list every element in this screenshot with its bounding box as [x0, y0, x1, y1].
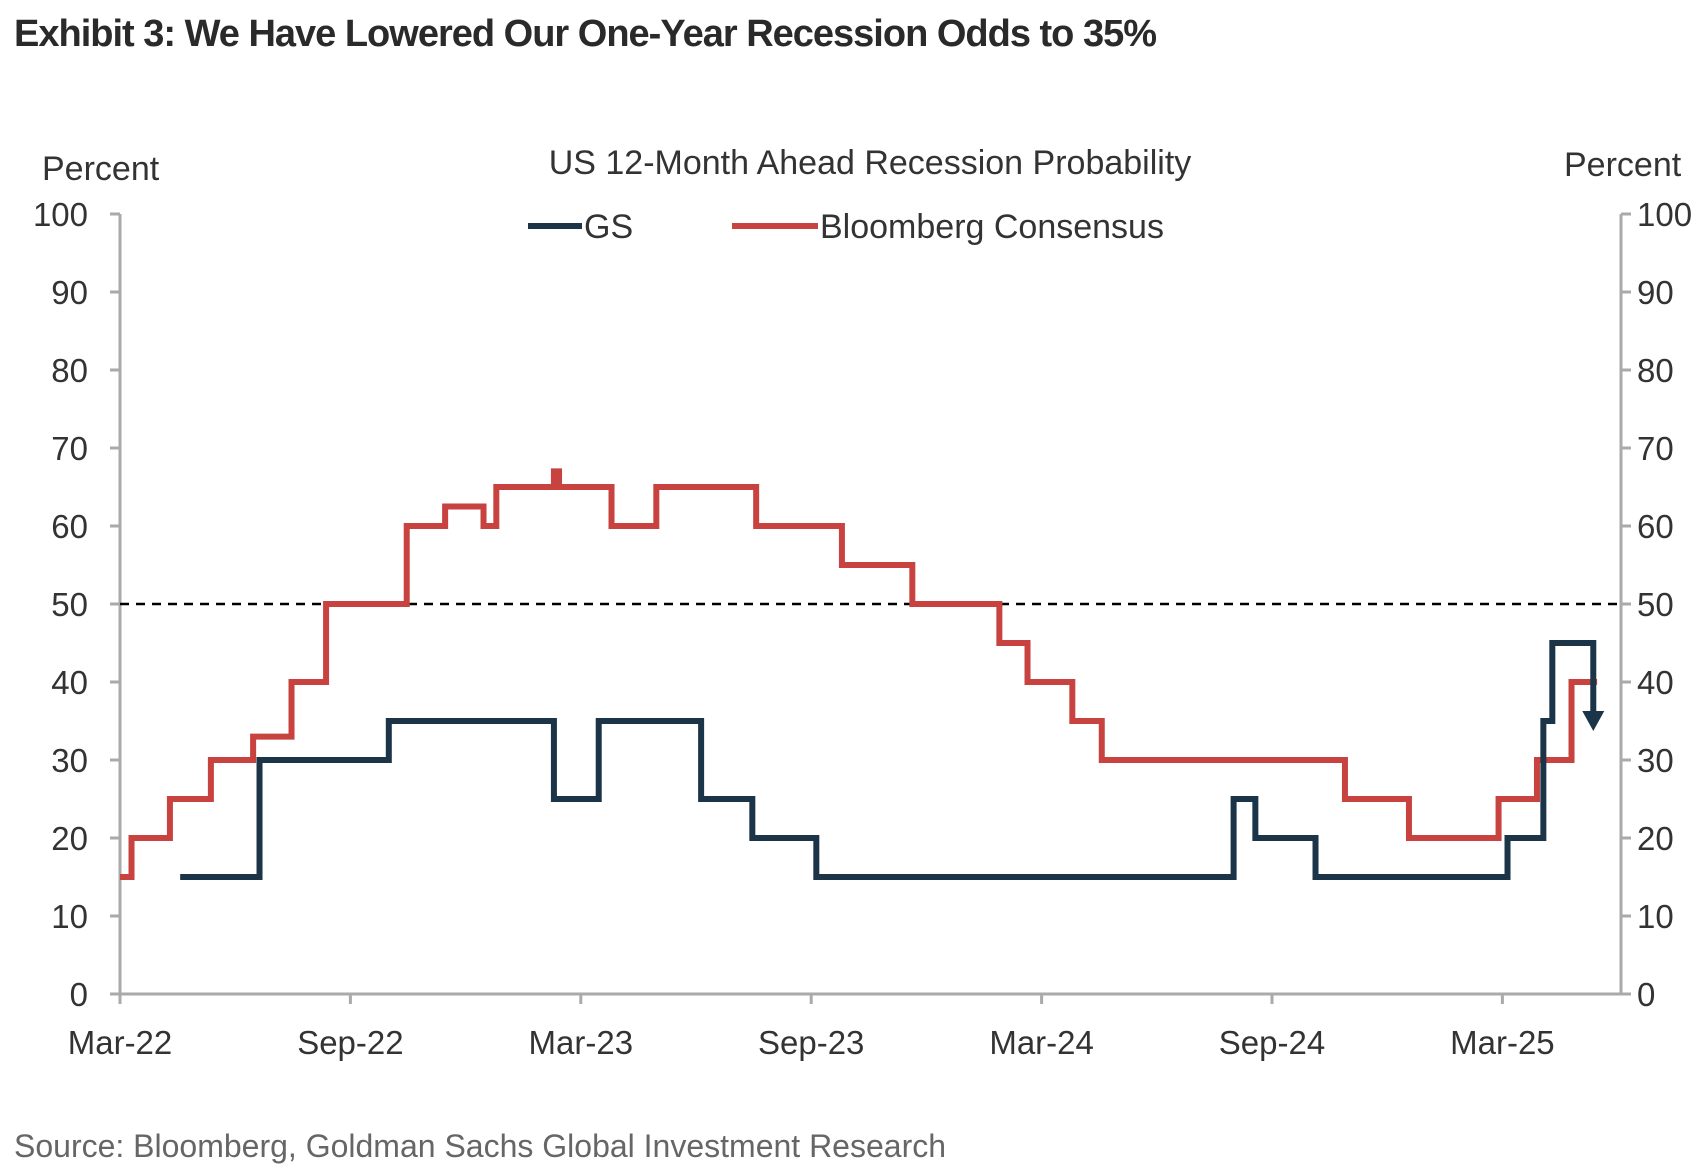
right-tick-label: 30 — [1637, 742, 1674, 779]
right-tick-label: 50 — [1637, 586, 1674, 623]
arrow-down-icon — [1582, 711, 1605, 731]
right-tick-label: 40 — [1637, 664, 1674, 701]
legend-label-gs: GS — [584, 208, 633, 246]
right-tick-label: 80 — [1637, 352, 1674, 389]
left-axis-label: Percent — [42, 150, 160, 188]
series-line-bloomberg-consensus — [120, 468, 1598, 880]
source-note: Source: Bloomberg, Goldman Sachs Global … — [14, 1128, 946, 1164]
exhibit-title: Exhibit 3: We Have Lowered Our One-Year … — [14, 13, 1156, 55]
right-tick-label: 90 — [1637, 274, 1674, 311]
left-tick-label: 30 — [51, 742, 88, 779]
left-tick-label: 70 — [51, 430, 88, 467]
left-tick-label: 10 — [51, 898, 88, 935]
left-tick-label: 50 — [51, 586, 88, 623]
left-tick-label: 40 — [51, 664, 88, 701]
x-tick-label: Sep-22 — [297, 1024, 403, 1061]
right-tick-label: 0 — [1637, 976, 1655, 1013]
left-tick-label: 80 — [51, 352, 88, 389]
left-tick-label: 90 — [51, 274, 88, 311]
left-tick-label: 20 — [51, 820, 88, 857]
right-tick-label: 70 — [1637, 430, 1674, 467]
x-tick-label: Mar-25 — [1450, 1024, 1555, 1061]
legend: GS Bloomberg Consensus — [528, 208, 1164, 246]
x-tick-label: Mar-22 — [68, 1024, 173, 1061]
right-tick-label: 60 — [1637, 508, 1674, 545]
right-tick-label: 20 — [1637, 820, 1674, 857]
x-tick-label: Mar-23 — [529, 1024, 634, 1061]
right-tick-label: 10 — [1637, 898, 1674, 935]
chart-title: US 12-Month Ahead Recession Probability — [549, 144, 1192, 182]
axes: 0 0 10 10 20 20 30 30 40 40 50 50 60 60 70 70 80 80 90 90 10… — [33, 196, 1692, 1061]
series-line-gs — [180, 640, 1597, 880]
legend-label-bloomberg: Bloomberg Consensus — [820, 208, 1164, 246]
x-tick-label: Mar-24 — [989, 1024, 1094, 1061]
x-tick-label: Sep-24 — [1219, 1024, 1325, 1061]
left-tick-label: 0 — [70, 976, 88, 1013]
right-axis-label: Percent — [1564, 146, 1682, 184]
series-group — [119, 468, 1605, 880]
right-tick-label: 100 — [1637, 196, 1692, 233]
left-tick-label: 60 — [51, 508, 88, 545]
left-tick-label: 100 — [33, 196, 88, 233]
x-tick-label: Sep-23 — [758, 1024, 864, 1061]
